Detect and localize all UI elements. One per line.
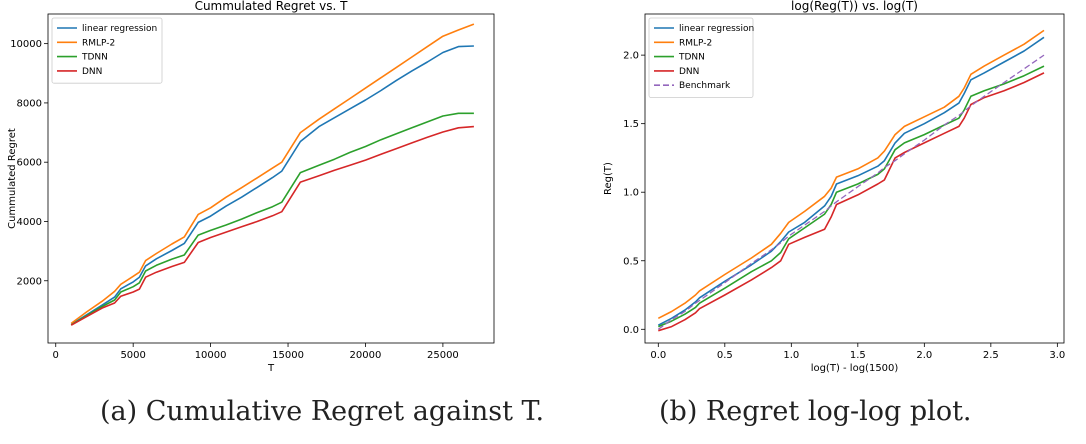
legend-label: DNN <box>679 67 699 77</box>
x-tick-label: 1.5 <box>850 350 866 361</box>
series-line-tdnn <box>70 112 474 326</box>
legend-label: linear regression <box>679 24 754 34</box>
chart-title: Cummulated Regret vs. T <box>195 0 349 13</box>
y-tick-label: 2000 <box>17 276 42 287</box>
x-tick-label: 0 <box>53 350 59 361</box>
y-axis-label: Cummulated Regret <box>7 128 18 229</box>
series-line-linear-regression <box>70 45 474 326</box>
y-tick-label: 4000 <box>17 217 42 228</box>
chart-a: Cummulated Regret vs. T 0 5000 10000 15000 20… <box>7 0 495 374</box>
series-line-dnn <box>658 72 1045 332</box>
y-tick-label: 0.5 <box>623 256 639 267</box>
legend-box <box>51 17 163 84</box>
x-tick-label: 15000 <box>272 350 304 361</box>
series-line-dnn <box>70 125 474 326</box>
chart-title: log(Reg(T)) vs. log(T) <box>791 0 918 13</box>
legend-label: RMLP-2 <box>679 38 712 48</box>
series-line-tdnn <box>657 65 1045 328</box>
x-tick-label: 5000 <box>120 350 145 361</box>
x-tick-label: 20000 <box>350 350 382 361</box>
plot-frame <box>644 13 1065 344</box>
figure-canvas: Cummulated Regret vs. T 0 5000 10000 15000 20… <box>7 0 1065 374</box>
x-tick-label: 25000 <box>427 350 459 361</box>
y-tick-label: 1.5 <box>623 119 639 130</box>
legend-label: DNN <box>82 67 102 77</box>
x-axis-label: T <box>267 363 275 374</box>
y-tick-label: 10000 <box>10 39 42 50</box>
series-line-rmlp-2 <box>657 29 1045 320</box>
y-tick-label: 2.0 <box>623 51 639 62</box>
legend-label: Benchmark <box>679 81 731 91</box>
x-tick-label: 2.0 <box>916 350 932 361</box>
plot-frame <box>47 13 495 344</box>
x-tick-label: 2.5 <box>983 350 999 361</box>
x-tick-label: 3.0 <box>1049 350 1065 361</box>
x-tick-label: 0.5 <box>717 350 733 361</box>
legend-box <box>648 17 754 98</box>
series-line-rmlp-2 <box>70 23 475 325</box>
series-line-benchmark <box>657 54 1045 330</box>
x-tick-label: 1.0 <box>783 350 799 361</box>
x-tick-label: 0.0 <box>650 350 666 361</box>
x-axis-label: log(T) - log(1500) <box>811 363 899 374</box>
chart-b: log(Reg(T)) vs. log(T) 0.0 0.5 1.0 1.5 2.0 2.5… <box>603 0 1065 374</box>
legend-label: TDNN <box>678 53 705 63</box>
y-axis-label: Reg(T) <box>603 162 614 195</box>
y-tick-label: 1.0 <box>623 188 639 199</box>
legend-label: RMLP-2 <box>82 38 115 48</box>
series-line-linear-regression <box>657 36 1045 326</box>
legend-label: linear regression <box>82 24 157 34</box>
y-tick-label: 6000 <box>17 158 42 169</box>
y-tick-label: 0.0 <box>623 325 639 336</box>
y-tick-label: 8000 <box>17 98 42 109</box>
x-tick-label: 10000 <box>195 350 227 361</box>
caption-a: (a) Cumulative Regret against T. <box>100 396 545 427</box>
caption-b: (b) Regret log-log plot. <box>659 396 972 427</box>
legend-label: TDNN <box>81 53 108 63</box>
